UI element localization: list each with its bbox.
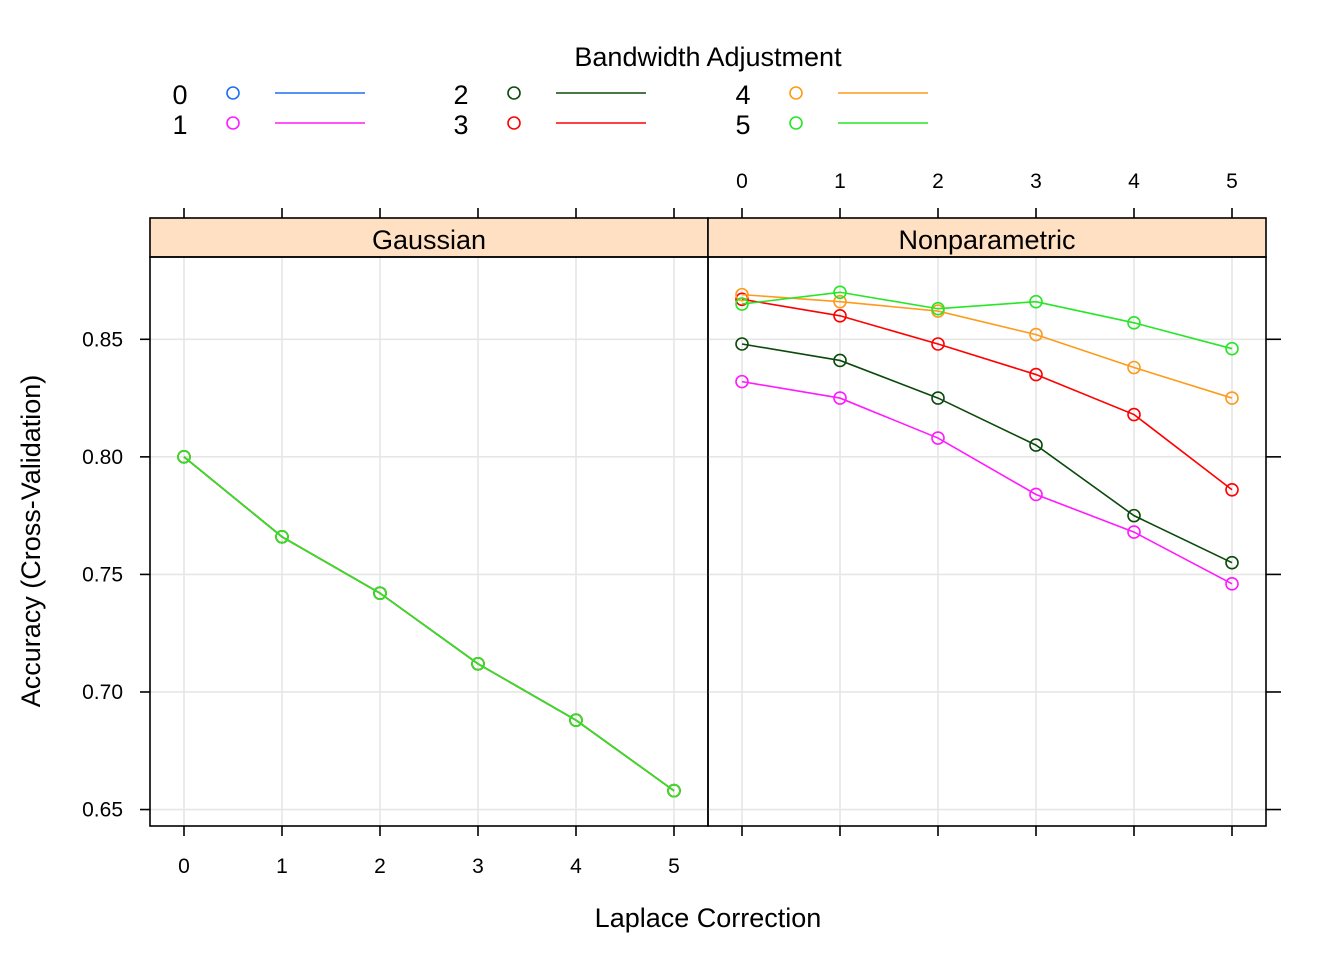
strip-label: Nonparametric <box>898 225 1075 255</box>
x-tick-label: 0 <box>736 170 748 193</box>
data-point <box>735 292 749 307</box>
data-point <box>177 450 191 464</box>
legend-point-2 <box>507 86 521 100</box>
series-line-4 <box>741 293 1233 399</box>
data-point <box>1225 341 1239 356</box>
legend-label-1: 1 <box>172 110 187 140</box>
series-line-4 <box>183 456 675 792</box>
data-point <box>735 297 749 311</box>
data-point <box>833 294 847 309</box>
series-line-3 <box>183 456 675 792</box>
legend-point-1 <box>226 116 240 130</box>
y-axis-label: Accuracy (Cross-Validation) <box>16 375 46 708</box>
legend-label-3: 3 <box>453 110 468 140</box>
legend-point-4 <box>789 86 803 100</box>
legend-label-2: 2 <box>453 80 468 110</box>
data-point <box>1225 391 1239 405</box>
data-point <box>833 391 847 405</box>
data-point <box>735 374 749 389</box>
panel-nonparametric: Nonparametric 0 1 2 3 4 5 <box>707 170 1267 836</box>
data-point <box>1225 555 1239 570</box>
x-tick-label: 5 <box>1226 170 1238 193</box>
x-tick-label: 5 <box>668 855 680 878</box>
series-line-1 <box>183 456 675 792</box>
data-point <box>1029 438 1043 452</box>
x-tick-label: 4 <box>570 855 582 878</box>
y-tick-label: 0.80 <box>82 446 123 469</box>
panel-border <box>149 256 709 827</box>
panel-border <box>707 256 1267 827</box>
series-line-0 <box>183 456 675 792</box>
legend-point-3 <box>507 116 521 130</box>
data-point <box>735 337 749 351</box>
data-point <box>833 353 847 368</box>
x-axis-label: Laplace Correction <box>595 903 822 933</box>
data-point <box>735 287 749 302</box>
data-point <box>471 656 485 671</box>
legend-point-5 <box>789 116 803 130</box>
data-point <box>833 285 847 300</box>
data-point <box>667 783 681 798</box>
series-line-5 <box>183 456 675 792</box>
x-tick-label: 1 <box>276 855 288 878</box>
data-point <box>931 301 945 316</box>
x-tick-label: 3 <box>472 855 484 878</box>
data-point <box>931 391 945 405</box>
data-point <box>569 713 583 727</box>
strip-label: Gaussian <box>372 225 486 255</box>
data-point <box>1127 316 1141 330</box>
y-tick-label: 0.70 <box>82 681 123 704</box>
series-line-5 <box>741 291 1233 350</box>
data-point <box>931 431 945 445</box>
panels: Gaussian 0 1 2 3 4 5 Nonparametric 0 1 2 3 4 5 0.65 0.7… <box>82 170 1281 878</box>
panel-gaussian: Gaussian 0 1 2 3 4 5 <box>149 208 709 878</box>
data-point <box>1127 360 1141 375</box>
data-point <box>1127 508 1141 523</box>
y-tick-label: 0.85 <box>82 328 123 351</box>
data-point <box>1029 294 1043 309</box>
strip-gaussian <box>149 217 709 258</box>
series-line-1 <box>741 380 1233 585</box>
legend-title: Bandwidth Adjustment <box>574 42 842 72</box>
series-line-2 <box>741 343 1233 564</box>
data-point <box>931 337 945 351</box>
data-point <box>373 586 387 601</box>
legend: 01 23 45 <box>172 80 928 140</box>
legend-label-0: 0 <box>172 80 187 110</box>
y-tick-label: 0.65 <box>82 799 123 822</box>
data-point <box>1225 482 1239 497</box>
legend-point-0 <box>226 86 240 100</box>
x-tick-label: 4 <box>1128 170 1140 193</box>
data-point <box>833 308 847 323</box>
data-point <box>1029 487 1043 502</box>
data-point <box>1029 327 1043 342</box>
legend-label-4: 4 <box>735 80 750 110</box>
legend-label-5: 5 <box>735 110 750 140</box>
series-line-2 <box>183 456 675 792</box>
data-point <box>1029 367 1043 382</box>
y-axis: 0.65 0.70 0.75 0.80 0.85 <box>82 328 1281 822</box>
data-point <box>275 529 289 544</box>
y-tick-label: 0.75 <box>82 563 123 586</box>
series-line-3 <box>741 298 1233 491</box>
x-tick-label: 2 <box>932 170 944 193</box>
data-point <box>1225 577 1239 591</box>
x-tick-label: 0 <box>178 855 190 878</box>
data-point <box>1127 407 1141 422</box>
strip-nonparametric <box>707 217 1267 258</box>
x-tick-label: 1 <box>834 170 846 193</box>
x-tick-label: 2 <box>374 855 386 878</box>
x-tick-label: 3 <box>1030 170 1042 193</box>
data-point <box>1127 525 1141 539</box>
